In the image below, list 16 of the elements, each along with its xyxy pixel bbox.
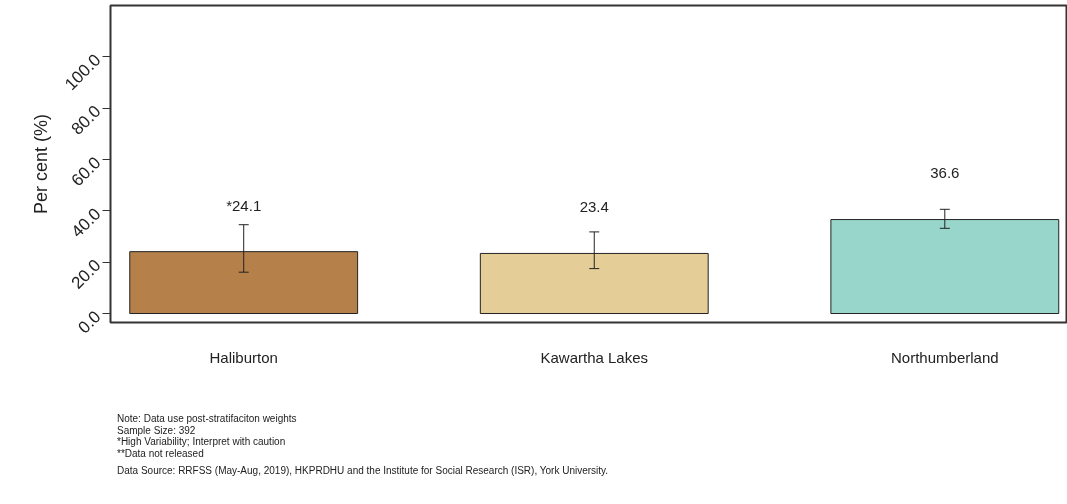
text: Note: Data use post-stratifaciton weights bbox=[117, 413, 298, 425]
data-label: 36.6 bbox=[930, 164, 960, 182]
data-label: 23.4 bbox=[579, 198, 609, 216]
y-axis-title: Per cent (%) bbox=[30, 113, 51, 215]
text: Sample Size: 392 bbox=[117, 424, 197, 436]
y-tick-label: 40.0 bbox=[67, 204, 105, 242]
x-tick-label: Haliburton bbox=[209, 348, 278, 366]
y-tick-label: 0.0 bbox=[74, 307, 105, 338]
text: **Data not released bbox=[117, 447, 205, 459]
y-tick-label: 60.0 bbox=[67, 153, 105, 190]
x-tick-label: Northumberland bbox=[891, 348, 999, 366]
x-tick-label: Kawartha Lakes bbox=[540, 348, 649, 366]
data-label: *24.1 bbox=[226, 196, 262, 214]
y-tick-label: 80.0 bbox=[67, 101, 105, 139]
text: *High Variability; Interpret with caution bbox=[117, 436, 287, 448]
source-note: Data Source: RRFSS (May-Aug, 2019), HKPRDHU and the Institute for Social Research (ISR), York University. bbox=[117, 465, 609, 477]
